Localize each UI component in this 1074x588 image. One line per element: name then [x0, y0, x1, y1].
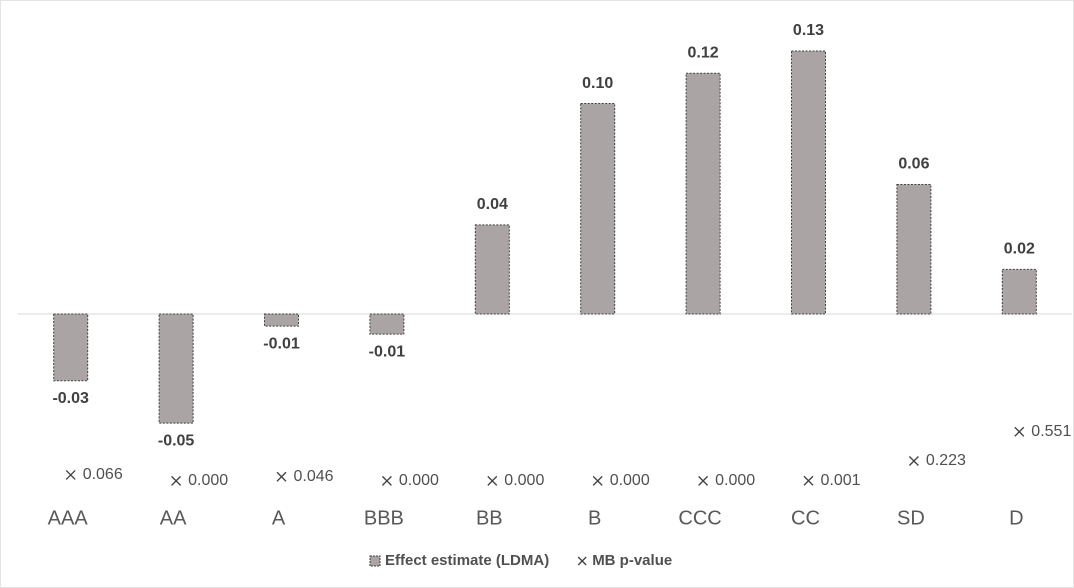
- marker: [1014, 426, 1025, 437]
- data-label: 0.551: [1031, 423, 1071, 440]
- x-tick-label: BB: [476, 507, 503, 529]
- bar: [264, 313, 299, 327]
- data-label: 0.02: [1004, 241, 1035, 258]
- data-label: 0.000: [399, 472, 439, 489]
- marker: [908, 456, 919, 466]
- marker: [276, 471, 287, 482]
- data-label: 0.001: [821, 472, 861, 489]
- data-label: -0.05: [158, 432, 195, 449]
- marker: [487, 475, 498, 486]
- marker: [65, 470, 76, 480]
- data-label: 0.04: [477, 196, 508, 213]
- bar: [369, 313, 405, 335]
- data-label: 0.13: [793, 22, 824, 39]
- data-label: 0.000: [715, 472, 755, 489]
- bar: [474, 224, 510, 315]
- data-label: 0.046: [294, 468, 334, 485]
- x-tick-label: A: [272, 507, 286, 529]
- data-label: -0.01: [263, 335, 300, 352]
- data-label: 0.000: [610, 472, 650, 489]
- data-label: -0.01: [369, 343, 406, 360]
- bar: [1001, 268, 1037, 315]
- x-tick-label: CC: [791, 507, 820, 529]
- data-label: 0.000: [504, 472, 544, 489]
- bar: [685, 72, 721, 315]
- x-tick-label: B: [588, 507, 601, 529]
- x-tick-label: SD: [897, 507, 925, 529]
- x-tick-label: AAA: [48, 507, 89, 529]
- bar: [896, 183, 932, 315]
- data-label: 0.000: [188, 472, 228, 489]
- data-label: 0.223: [926, 452, 966, 469]
- bar: [158, 313, 194, 424]
- data-label: 0.10: [582, 75, 613, 92]
- bar: [580, 103, 616, 315]
- marker: [592, 475, 603, 486]
- legend-swatch: [369, 555, 381, 567]
- legend-swatch: [577, 556, 587, 566]
- data-label: 0.066: [83, 466, 123, 483]
- data-label: 0.12: [688, 44, 719, 61]
- marker: [381, 475, 392, 486]
- marker: [171, 475, 182, 486]
- bar: [791, 50, 826, 315]
- x-tick-label: AA: [160, 507, 187, 529]
- data-label: 0.06: [898, 156, 929, 173]
- legend-label: Effect estimate (LDMA): [385, 552, 549, 569]
- data-label: -0.03: [52, 390, 89, 407]
- x-tick-label: CCC: [678, 507, 721, 529]
- x-tick-label: D: [1009, 507, 1023, 529]
- x-tick-label: BBB: [364, 507, 404, 529]
- bar: [53, 313, 89, 382]
- legend-label: MB p-value: [592, 552, 672, 569]
- marker: [698, 475, 709, 486]
- marker: [803, 475, 814, 486]
